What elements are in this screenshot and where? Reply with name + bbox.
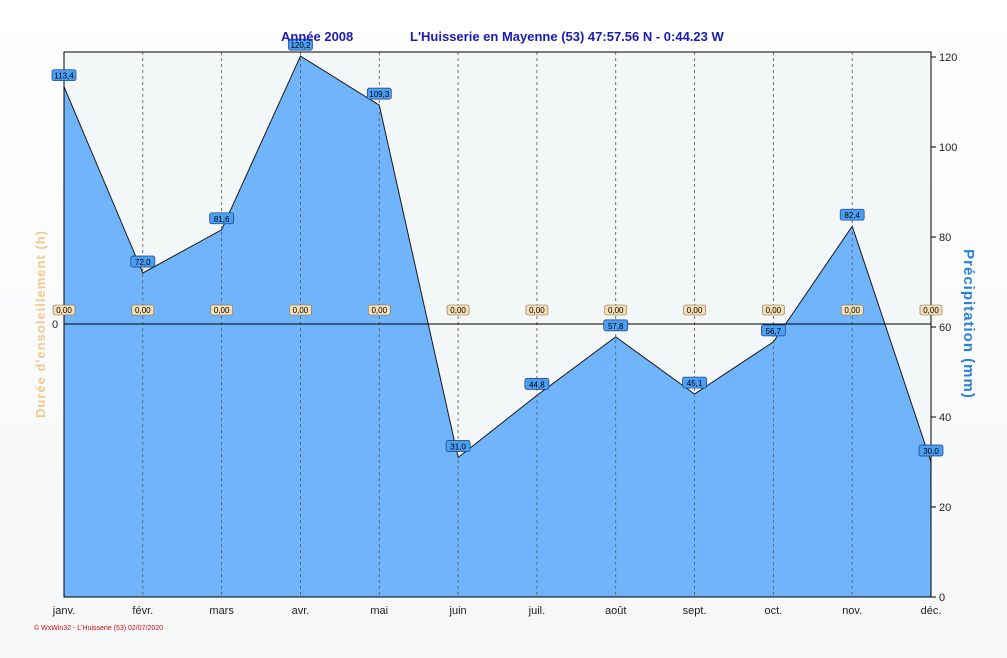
x-tick-label: avr. — [292, 605, 310, 617]
precipitation-value-label: 81,6 — [214, 215, 230, 224]
precipitation-value-label: 30,0 — [923, 447, 939, 456]
precipitation-value-label: 109,3 — [369, 90, 390, 99]
precipitation-value-label: 120,2 — [290, 41, 311, 50]
precipitation-value-box — [839, 208, 865, 221]
x-tick-label: juin — [449, 605, 467, 617]
precipitation-value-label: 82,4 — [844, 211, 860, 220]
precipitation-value-label: 45,1 — [687, 379, 703, 388]
precipitation-value-box — [288, 38, 313, 51]
x-tick-label: sept. — [683, 605, 707, 617]
y-tick-label: 60 — [939, 322, 951, 334]
y-tick-label: 20 — [939, 502, 951, 514]
y-tick-label: 80 — [939, 232, 951, 244]
left-axis-zero-tick: 0 — [52, 319, 58, 331]
sunshine-value-label: 0,00 — [923, 306, 939, 315]
sunshine-value-label: 0,00 — [529, 306, 545, 315]
precipitation-value-label: 72,0 — [135, 258, 151, 267]
x-tick-label: août — [605, 605, 626, 617]
sunshine-value-label: 0,00 — [214, 306, 230, 315]
precipitation-value-box — [761, 324, 786, 337]
sunshine-value-box — [210, 304, 233, 316]
precipitation-line — [63, 55, 932, 463]
precipitation-value-label: 113,4 — [54, 72, 74, 81]
x-tick-label: mai — [370, 605, 388, 617]
sunshine-value-label: 0,00 — [135, 306, 151, 315]
sunshine-value-label: 0,00 — [766, 306, 782, 315]
sunshine-value-box — [762, 304, 785, 316]
precipitation-value-box — [603, 319, 629, 332]
precipitation-area — [64, 56, 931, 598]
precipitation-value-label: 31,0 — [450, 443, 466, 452]
sunshine-value-box — [919, 304, 943, 316]
chart-title-location: L'Huisserie en Mayenne (53) 47:57.56 N -… — [410, 29, 725, 44]
sunshine-value-label: 0,00 — [844, 306, 860, 315]
precipitation-value-box — [682, 376, 707, 389]
sunshine-value-box — [367, 304, 391, 316]
sunshine-value-box — [289, 304, 312, 316]
sunshine-value-label: 0,00 — [608, 306, 624, 315]
x-tick-label: janv. — [52, 605, 75, 617]
x-tick-label: juil. — [528, 605, 546, 617]
precipitation-value-box — [918, 444, 944, 457]
plot-border — [63, 51, 932, 598]
precipitation-value-label: 44,8 — [529, 380, 545, 389]
sunshine-value-label: 0,00 — [56, 306, 72, 315]
left-axis-title: Durée d'ensoleillement (h) — [33, 230, 48, 418]
precipitation-value-box — [130, 255, 156, 268]
footer-credit: © WxWin32 - L'Huisserie (53) 02/07/2020 — [34, 624, 163, 632]
x-tick-label: nov. — [842, 605, 862, 617]
sunshine-value-label: 0,00 — [371, 306, 387, 315]
sunshine-value-box — [525, 304, 549, 316]
precipitation-value-box — [445, 440, 471, 452]
precipitation-value-box — [51, 69, 77, 82]
precipitation-value-box — [209, 212, 234, 225]
sunshine-value-box — [52, 304, 76, 316]
x-tick-label: oct. — [764, 605, 782, 617]
sunshine-value-label: 0,00 — [293, 306, 309, 315]
x-tick-label: mars — [209, 605, 234, 617]
right-axis-title: Précipitation (mm) — [960, 249, 977, 399]
sunshine-value-box — [446, 304, 470, 316]
sunshine-value-box — [131, 304, 155, 316]
precipitation-value-label: 56,7 — [766, 327, 782, 336]
sunshine-value-label: 0,00 — [687, 306, 703, 315]
precipitation-value-label: 57,8 — [608, 322, 624, 331]
x-tick-label: févr. — [132, 605, 153, 617]
sunshine-value-label: 0,00 — [450, 306, 466, 315]
sunshine-value-box — [604, 304, 628, 316]
y-tick-label: 120 — [939, 52, 957, 64]
chart-title-year: Année 2008 — [281, 29, 353, 44]
y-tick-label: 100 — [939, 142, 957, 154]
y-tick-label: 40 — [939, 412, 951, 424]
precipitation-value-box — [524, 378, 550, 390]
x-tick-label: déc. — [921, 605, 942, 617]
sunshine-value-box — [840, 304, 864, 316]
sunshine-value-box — [683, 304, 706, 316]
precipitation-value-box — [366, 87, 392, 100]
y-tick-label: 0 — [939, 592, 945, 604]
